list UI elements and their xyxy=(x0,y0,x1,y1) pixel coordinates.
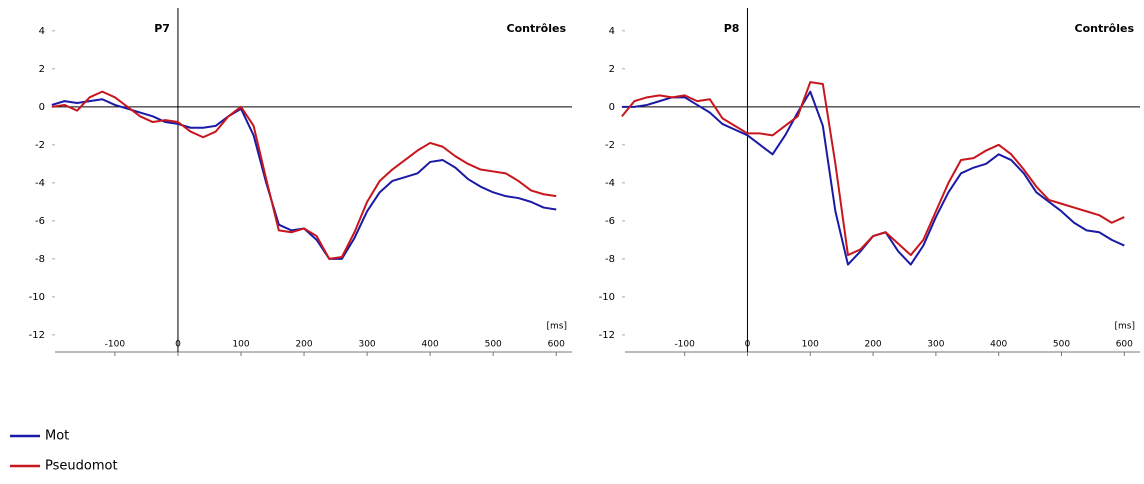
subtitle: Contrôles xyxy=(1075,22,1135,35)
y-tick-label: -12 xyxy=(599,330,615,341)
legend-label: Mot xyxy=(45,429,69,444)
x-tick-label: 500 xyxy=(1053,340,1070,350)
y-tick-label: 0 xyxy=(609,102,615,113)
y-tick-label: 2 xyxy=(39,64,45,75)
x-tick-label: 400 xyxy=(422,340,439,350)
series-line xyxy=(621,90,1125,266)
y-tick-label: -8 xyxy=(35,254,45,265)
series-line xyxy=(621,81,1125,257)
x-tick-label: -100 xyxy=(105,340,126,350)
y-tick-label: 4 xyxy=(609,26,615,37)
title: P8 xyxy=(724,22,740,35)
x-tick-label: 300 xyxy=(358,340,375,350)
y-tick-label: 0 xyxy=(39,102,45,113)
y-tick-label: -12 xyxy=(29,330,45,341)
x-tick-label: 400 xyxy=(990,340,1007,350)
y-tick-label: -2 xyxy=(605,140,615,151)
y-tick-label: 4 xyxy=(39,26,45,37)
title: P7 xyxy=(154,22,170,35)
x-tick-label: 600 xyxy=(548,340,565,350)
y-tick-label: -6 xyxy=(605,216,615,227)
x-tick-label: 600 xyxy=(1116,340,1133,350)
y-tick-label: -6 xyxy=(35,216,45,227)
subtitle: Contrôles xyxy=(507,22,567,35)
x-tick-label: 200 xyxy=(864,340,881,350)
y-tick-label: -4 xyxy=(35,178,45,189)
series-line xyxy=(51,98,557,260)
x-tick-label: -100 xyxy=(674,340,695,350)
y-tick-label: -10 xyxy=(599,292,615,303)
x-tick-label: 0 xyxy=(175,340,181,350)
x-tick-label: 200 xyxy=(295,340,312,350)
x-tick-label: 0 xyxy=(745,340,751,350)
series-line xyxy=(51,90,557,260)
x-axis-label: [ms] xyxy=(547,322,567,332)
x-tick-label: 300 xyxy=(927,340,944,350)
y-tick-label: -8 xyxy=(605,254,615,265)
y-tick-label: -10 xyxy=(29,292,45,303)
legend-label: Pseudomot xyxy=(45,459,118,474)
y-tick-label: 2 xyxy=(609,64,615,75)
x-tick-label: 100 xyxy=(232,340,249,350)
y-tick-label: -2 xyxy=(35,140,45,151)
x-tick-label: 100 xyxy=(802,340,819,350)
x-tick-label: 500 xyxy=(485,340,502,350)
x-axis-label: [ms] xyxy=(1115,322,1135,332)
y-tick-label: -4 xyxy=(605,178,615,189)
